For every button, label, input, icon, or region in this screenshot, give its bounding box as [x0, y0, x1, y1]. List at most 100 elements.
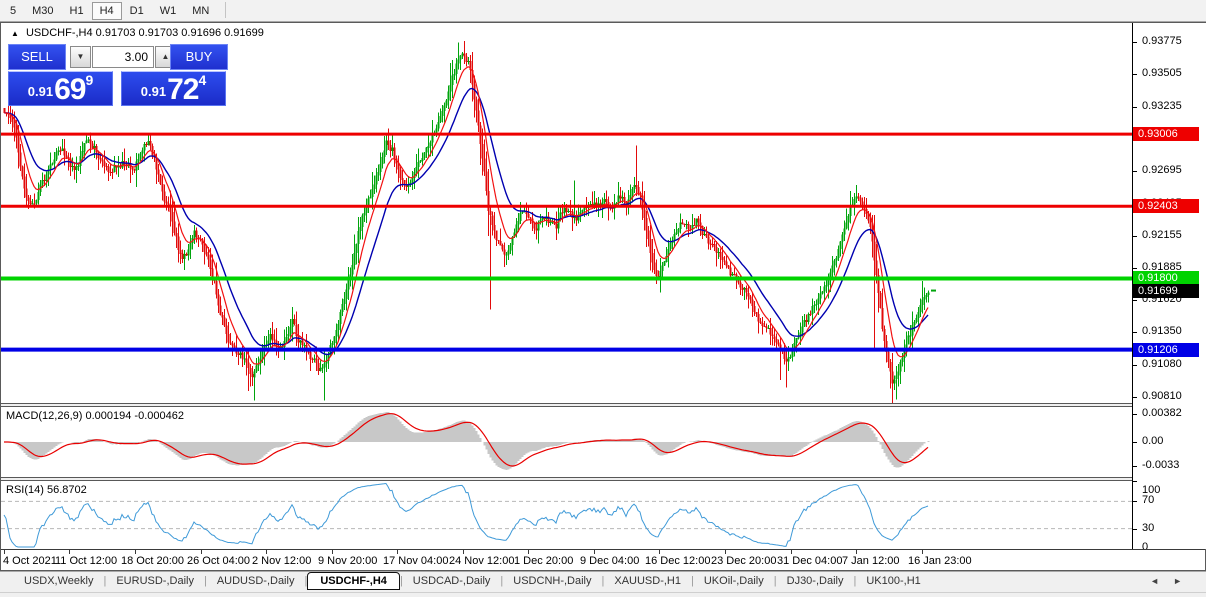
macd-axis-label: 0.00382 [1142, 407, 1182, 419]
spin-down-icon: ▼ [76, 52, 85, 61]
macd-chart-canvas[interactable] [1, 407, 1132, 477]
tab-separator: | [500, 575, 504, 587]
time-axis-label: 31 Dec 04:00 [777, 555, 843, 567]
sell-price-big: 69 [54, 73, 86, 106]
time-axis-tick [201, 550, 202, 554]
time-axis-tick [922, 550, 923, 554]
price-chart-canvas[interactable] [1, 23, 1132, 403]
time-axis-label: 16 Dec 12:00 [645, 555, 711, 567]
chart-tab-usdchf-h4[interactable]: USDCHF-,H4 [307, 572, 400, 590]
rsi-axis-label: 70 [1142, 494, 1155, 507]
tab-separator: | [399, 575, 403, 587]
price-axis-tick [1133, 74, 1137, 76]
chart-tab-dj30-daily[interactable]: DJ30-,Daily [786, 575, 844, 587]
timeframe-button-mn[interactable]: MN [192, 5, 210, 17]
rsi-axis-tick [1133, 501, 1137, 503]
price-axis-label: 0.93505 [1142, 67, 1182, 80]
time-axis-tick [397, 550, 398, 554]
price-level-badge: 0.91800 [1133, 271, 1199, 286]
tab-scroll-right-icon[interactable]: ► [1173, 576, 1196, 586]
price-axis-tick [1133, 171, 1137, 173]
volume-decrease-button[interactable]: ▼ [70, 46, 91, 68]
timeframe-button-w1[interactable]: W1 [159, 5, 177, 17]
buy-price-pip: 4 [198, 72, 207, 88]
rsi-axis-label: 0 [1142, 541, 1149, 553]
time-axis[interactable]: 4 Oct 2021 11 Oct 12:00 18 Oct 20:00 26 Oct… [1, 549, 1205, 570]
chart-tab-xauusd-h1[interactable]: XAUUSD-,H1 [614, 575, 681, 587]
pane-separator[interactable] [1, 403, 1206, 407]
macd-indicator-label: MACD(12,26,9) 0.000194 -0.000462 [6, 410, 184, 422]
time-axis-label: 1 Dec 20:00 [514, 555, 574, 567]
price-axis-tick [1133, 364, 1137, 366]
chart-symbol-period: USDCHF-,H4 [25, 27, 93, 39]
timeframe-button-d1[interactable]: D1 [129, 5, 144, 17]
pane-separator[interactable] [1, 477, 1206, 481]
chart-tab-eurusd-daily[interactable]: EURUSD-,Daily [116, 575, 194, 587]
tab-scroll-left-icon[interactable]: ◄ [1150, 576, 1174, 586]
toolbar-separator [225, 2, 227, 18]
timeframe-button-h1[interactable]: H1 [69, 5, 84, 17]
time-axis-label: 2 Nov 12:00 [252, 555, 312, 567]
rsi-indicator-label: RSI(14) 56.8702 [6, 484, 87, 496]
chart-tab-uk100-h1[interactable]: UK100-,H1 [866, 575, 921, 587]
time-axis-tick [594, 550, 595, 554]
chart-tab-ukoil-daily[interactable]: UKOil-,Daily [703, 575, 764, 587]
time-axis-tick [69, 550, 70, 554]
tab-separator: | [773, 575, 777, 587]
price-axis-tick [1133, 235, 1137, 237]
chart-title: ▲ USDCHF-,H4 0.91703 0.91703 0.91696 0.9… [11, 27, 264, 39]
time-axis-label: 23 Dec 20:00 [711, 555, 777, 567]
macd-axis-tick [1133, 442, 1137, 443]
time-axis-label: 9 Dec 04:00 [580, 555, 640, 567]
tab-separator: | [601, 575, 605, 587]
price-axis-label: 0.91080 [1142, 357, 1182, 370]
time-axis-label: 18 Oct 20:00 [121, 555, 184, 567]
price-axis-tick [1133, 332, 1137, 334]
timeframe-button-h4[interactable]: H4 [91, 2, 122, 20]
price-level-badge: 0.91206 [1133, 342, 1199, 357]
spin-up-icon: ▲ [161, 52, 170, 61]
one-click-trading-panel: SELL ▼ ▲ BUY 0.91699 0.91724 [8, 44, 228, 106]
chart-ohlc-values: 0.91703 0.91703 0.91696 0.91699 [95, 27, 264, 39]
time-axis-label: 9 Nov 20:00 [318, 555, 378, 567]
price-level-badge: 0.93006 [1133, 127, 1199, 142]
sell-price-button[interactable]: 0.91699 [8, 71, 113, 106]
time-axis-tick [463, 550, 464, 554]
price-axis-label: 0.93235 [1142, 99, 1182, 112]
price-axis-label: 0.93775 [1142, 35, 1182, 47]
sell-price-prefix: 0.91 [27, 84, 54, 99]
chart-tab-bar: USDX,Weekly | EURUSD-,Daily | AUDUSD-,Daily |… [0, 571, 1206, 592]
time-axis-label: 7 Jan 12:00 [842, 555, 900, 567]
macd-axis-label: -0.0033 [1142, 459, 1180, 472]
tab-separator: | [853, 575, 857, 587]
price-axis-tick [1133, 397, 1137, 398]
buy-price-button[interactable]: 0.91724 [121, 71, 226, 106]
sell-price-pip: 9 [85, 72, 94, 88]
tab-separator: | [203, 575, 207, 587]
status-strip [0, 592, 1206, 597]
rsi-axis-label: 100 [1142, 484, 1161, 496]
tab-separator: | [103, 575, 107, 587]
time-axis-tick [4, 550, 5, 554]
chart-tab-usdcad-daily[interactable]: USDCAD-,Daily [412, 575, 491, 587]
price-level-badge: 0.92403 [1133, 199, 1199, 214]
price-axis-label: 0.92155 [1142, 228, 1182, 241]
collapse-arrow-icon[interactable]: ▲ [11, 29, 19, 38]
buy-button[interactable]: BUY [170, 44, 228, 70]
time-axis-label: 11 Oct 12:00 [55, 555, 118, 567]
time-axis-label: 17 Nov 04:00 [383, 555, 449, 567]
timeframe-toolbar: 5 M30 H1 H4 D1 W1 MN [0, 0, 1206, 22]
timeframe-button-5[interactable]: 5 [10, 5, 17, 17]
chart-tab-usdcnh-daily[interactable]: USDCNH-,Daily [513, 575, 592, 587]
macd-axis-tick [1133, 466, 1137, 468]
time-axis-tick [725, 550, 726, 554]
timeframe-button-m30[interactable]: M30 [32, 5, 54, 17]
volume-input[interactable] [92, 46, 154, 68]
time-axis-tick [135, 550, 136, 554]
rsi-chart-canvas[interactable] [1, 481, 1132, 549]
sell-button[interactable]: SELL [8, 44, 66, 70]
chart-tab-audusd-daily[interactable]: AUDUSD-,Daily [216, 575, 295, 587]
chart-tab-usdx-weekly[interactable]: USDX,Weekly [24, 575, 94, 587]
rsi-axis-tick [1133, 528, 1137, 530]
